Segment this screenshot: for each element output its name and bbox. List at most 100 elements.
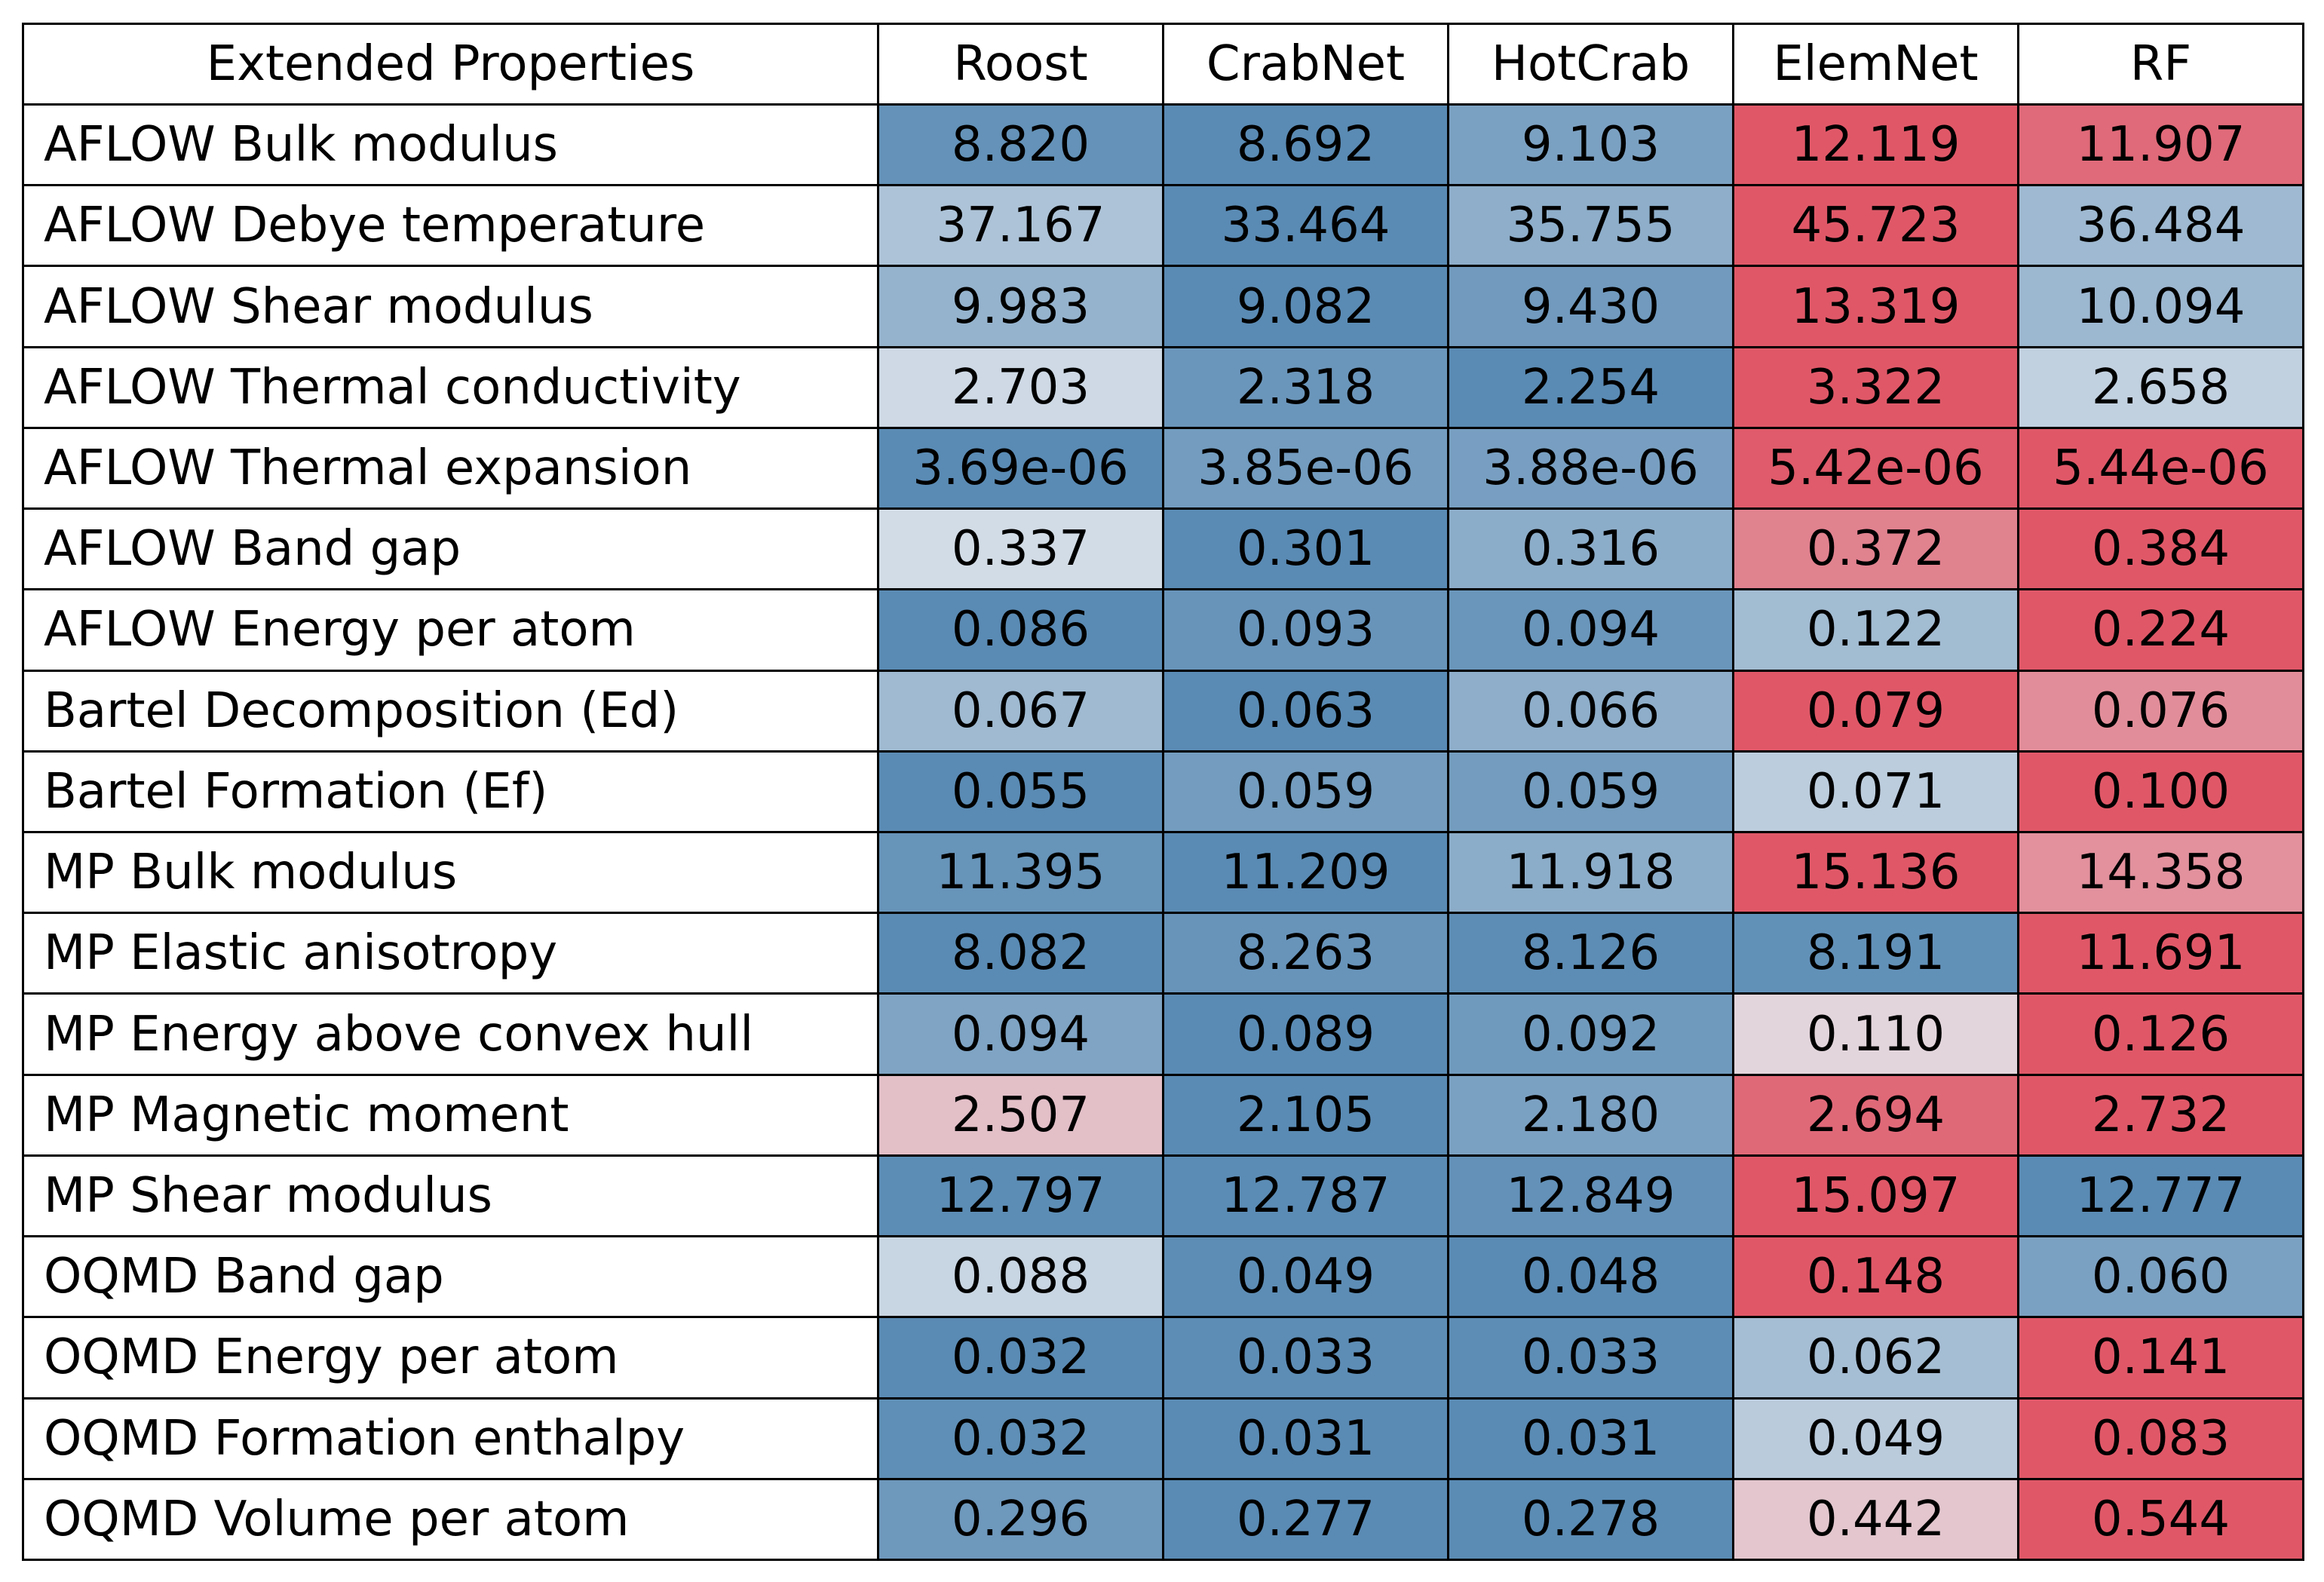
heatmap-cell: 2.658 xyxy=(2017,345,2304,429)
heatmap-cell: 14.358 xyxy=(2017,830,2304,915)
column-header-rf: RF xyxy=(2017,23,2304,106)
heatmap-cell: 0.048 xyxy=(1447,1235,1734,1319)
heatmap-cell: 37.167 xyxy=(877,184,1164,268)
heatmap-cell: 0.384 xyxy=(2017,507,2304,591)
results-heatmap-table: Extended Properties Roost CrabNet HotCra… xyxy=(22,23,2304,1562)
heatmap-cell: 0.032 xyxy=(877,1397,1164,1480)
table-row: MP Bulk modulus 11.395 11.209 11.918 15.136 1… xyxy=(22,830,2304,915)
heatmap-cell: 0.059 xyxy=(1162,750,1449,833)
heatmap-cell: 0.031 xyxy=(1447,1397,1734,1480)
table-row: AFLOW Thermal conductivity 2.703 2.318 2.25… xyxy=(22,345,2304,429)
heatmap-cell: 0.372 xyxy=(1732,507,2019,591)
column-header-crabnet: CrabNet xyxy=(1162,23,1449,106)
heatmap-cell: 0.060 xyxy=(2017,1235,2304,1319)
heatmap-cell: 0.110 xyxy=(1732,992,2019,1076)
heatmap-cell: 11.907 xyxy=(2017,103,2304,187)
heatmap-cell: 2.732 xyxy=(2017,1073,2304,1157)
row-label: AFLOW Thermal conductivity xyxy=(22,345,879,429)
heatmap-cell: 0.089 xyxy=(1162,992,1449,1076)
table-row: MP Shear modulus 12.797 12.787 12.849 15.097… xyxy=(22,1154,2304,1238)
row-label: OQMD Formation enthalpy xyxy=(22,1397,879,1480)
heatmap-cell: 0.093 xyxy=(1162,588,1449,672)
heatmap-body: AFLOW Bulk modulus 8.820 8.692 9.103 12.119 1… xyxy=(22,103,2304,1562)
heatmap-cell: 0.049 xyxy=(1162,1235,1449,1319)
heatmap-cell: 0.094 xyxy=(877,992,1164,1076)
column-header-hotcrab: HotCrab xyxy=(1447,23,1734,106)
row-label: Bartel Formation (Ef) xyxy=(22,750,879,833)
heatmap-cell: 0.224 xyxy=(2017,588,2304,672)
table-row: AFLOW Energy per atom 0.086 0.093 0.094 0.12… xyxy=(22,588,2304,672)
heatmap-cell: 0.088 xyxy=(877,1235,1164,1319)
heatmap-cell: 11.209 xyxy=(1162,830,1449,915)
row-label: Bartel Decomposition (Ed) xyxy=(22,669,879,753)
heatmap-cell: 35.755 xyxy=(1447,184,1734,268)
heatmap-cell: 5.42e-06 xyxy=(1732,426,2019,510)
heatmap-cell: 0.100 xyxy=(2017,750,2304,833)
heatmap-cell: 15.136 xyxy=(1732,830,2019,915)
table-row: AFLOW Bulk modulus 8.820 8.692 9.103 12.119 1… xyxy=(22,103,2304,187)
row-label: AFLOW Energy per atom xyxy=(22,588,879,672)
heatmap-cell: 0.031 xyxy=(1162,1397,1449,1480)
row-label: MP Elastic anisotropy xyxy=(22,912,879,995)
heatmap-cell: 0.296 xyxy=(877,1477,1164,1562)
heatmap-cell: 0.033 xyxy=(1447,1316,1734,1400)
heatmap-cell: 0.122 xyxy=(1732,588,2019,672)
heatmap-cell: 9.082 xyxy=(1162,265,1449,348)
row-label: AFLOW Band gap xyxy=(22,507,879,591)
heatmap-cell: 8.082 xyxy=(877,912,1164,995)
heatmap-cell: 3.322 xyxy=(1732,345,2019,429)
heatmap-cell: 12.849 xyxy=(1447,1154,1734,1238)
heatmap-cell: 11.918 xyxy=(1447,830,1734,915)
table-row: OQMD Energy per atom 0.032 0.033 0.033 0.062… xyxy=(22,1316,2304,1400)
table-row: AFLOW Shear modulus 9.983 9.082 9.430 13.319… xyxy=(22,265,2304,348)
heatmap-cell: 0.032 xyxy=(877,1316,1164,1400)
heatmap-cell: 45.723 xyxy=(1732,184,2019,268)
heatmap-cell: 2.254 xyxy=(1447,345,1734,429)
table-row: MP Energy above convex hull 0.094 0.089 0.0… xyxy=(22,992,2304,1076)
heatmap-cell: 15.097 xyxy=(1732,1154,2019,1238)
heatmap-cell: 13.319 xyxy=(1732,265,2019,348)
heatmap-cell: 0.059 xyxy=(1447,750,1734,833)
header-row: Extended Properties Roost CrabNet HotCra… xyxy=(22,23,2304,106)
table-row: OQMD Volume per atom 0.296 0.277 0.278 0.442… xyxy=(22,1477,2304,1562)
heatmap-cell: 0.141 xyxy=(2017,1316,2304,1400)
row-label: MP Energy above convex hull xyxy=(22,992,879,1076)
heatmap-cell: 0.316 xyxy=(1447,507,1734,591)
heatmap-cell: 2.105 xyxy=(1162,1073,1449,1157)
heatmap-cell: 5.44e-06 xyxy=(2017,426,2304,510)
row-label: OQMD Energy per atom xyxy=(22,1316,879,1400)
heatmap-cell: 0.055 xyxy=(877,750,1164,833)
table-row: AFLOW Debye temperature 37.167 33.464 35.75… xyxy=(22,184,2304,268)
heatmap-cell: 0.337 xyxy=(877,507,1164,591)
heatmap-cell: 0.277 xyxy=(1162,1477,1449,1562)
heatmap-cell: 0.049 xyxy=(1732,1397,2019,1480)
table-row: AFLOW Thermal expansion 3.69e-06 3.85e-06 3… xyxy=(22,426,2304,510)
heatmap-cell: 33.464 xyxy=(1162,184,1449,268)
heatmap-cell: 8.191 xyxy=(1732,912,2019,995)
heatmap-cell: 0.076 xyxy=(2017,669,2304,753)
row-label: OQMD Volume per atom xyxy=(22,1477,879,1562)
heatmap-cell: 9.430 xyxy=(1447,265,1734,348)
heatmap-cell: 0.148 xyxy=(1732,1235,2019,1319)
row-label: MP Bulk modulus xyxy=(22,830,879,915)
table-row: Bartel Decomposition (Ed) 0.067 0.063 0.066… xyxy=(22,669,2304,753)
column-header-roost: Roost xyxy=(877,23,1164,106)
heatmap-cell: 12.797 xyxy=(877,1154,1164,1238)
heatmap-cell: 2.694 xyxy=(1732,1073,2019,1157)
heatmap-cell: 11.691 xyxy=(2017,912,2304,995)
heatmap-cell: 8.263 xyxy=(1162,912,1449,995)
heatmap-cell: 0.079 xyxy=(1732,669,2019,753)
heatmap-cell: 12.119 xyxy=(1732,103,2019,187)
heatmap-cell: 0.086 xyxy=(877,588,1164,672)
heatmap-cell: 8.692 xyxy=(1162,103,1449,187)
table-row: MP Elastic anisotropy 8.082 8.263 8.126 8.19… xyxy=(22,912,2304,995)
heatmap-cell: 0.066 xyxy=(1447,669,1734,753)
heatmap-cell: 0.083 xyxy=(2017,1397,2304,1480)
row-label: AFLOW Debye temperature xyxy=(22,184,879,268)
heatmap-cell: 36.484 xyxy=(2017,184,2304,268)
heatmap-cell: 8.820 xyxy=(877,103,1164,187)
heatmap-cell: 0.071 xyxy=(1732,750,2019,833)
heatmap-cell: 12.787 xyxy=(1162,1154,1449,1238)
heatmap-cell: 0.063 xyxy=(1162,669,1449,753)
heatmap-cell: 3.85e-06 xyxy=(1162,426,1449,510)
